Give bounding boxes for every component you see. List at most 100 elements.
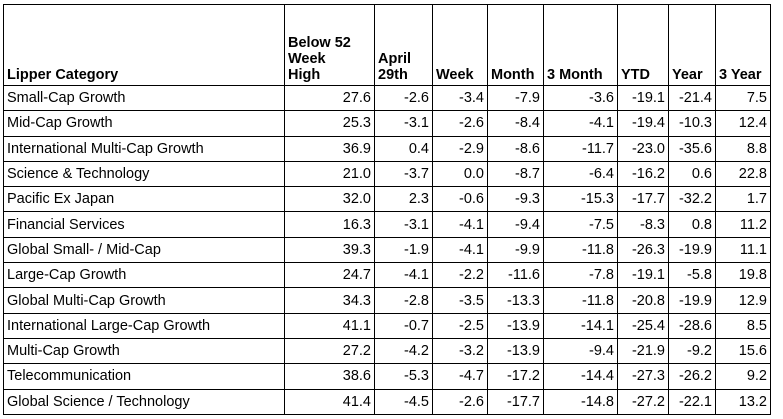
value-cell: -11.7: [543, 135, 618, 162]
value-cell: -2.8: [374, 287, 433, 314]
value-cell: -19.4: [617, 110, 669, 137]
value-cell: -26.3: [617, 236, 669, 264]
value-cell: -4.1: [374, 262, 433, 289]
value-cell: -3.4: [432, 84, 488, 112]
value-cell: -8.4: [487, 110, 544, 137]
value-cell: -28.6: [668, 312, 716, 339]
value-cell: -35.6: [668, 135, 716, 162]
value-cell: -2.6: [374, 84, 433, 112]
value-cell: -1.9: [374, 236, 433, 264]
value-cell: -4.1: [543, 110, 618, 137]
table-row: Science & Technology 21.0 -3.7 0.0 -8.7 -6.4-…: [3, 160, 771, 188]
value-cell: -4.1: [432, 211, 488, 238]
value-cell: 0.8: [668, 211, 716, 238]
fund-table: Lipper Category Below 52 Week High April 29th…: [3, 4, 771, 415]
value-cell: 25.3: [284, 110, 375, 137]
value-cell: 38.6: [284, 363, 375, 390]
header-line: April: [378, 51, 412, 67]
value-cell: 1.7: [715, 186, 771, 213]
value-cell: 32.0: [284, 186, 375, 213]
header-cell: Below 52 Week High: [284, 4, 375, 86]
value-cell: 12.9: [715, 287, 771, 314]
value-cell: 39.3: [284, 236, 375, 264]
value-cell: -27.3: [617, 363, 669, 390]
value-cell: -5.8: [668, 262, 716, 289]
header-line: Week: [288, 51, 326, 67]
value-cell: -26.2: [668, 363, 716, 390]
value-cell: 21.0: [284, 160, 375, 188]
table-row: Pacific Ex Japan 32.0 2.3 -0.6 -9.3 -15.3 -17.…: [3, 186, 771, 213]
value-cell: -19.9: [668, 287, 716, 314]
table-row: Large-Cap Growth 24.7 -4.1 -2.2 -11.6 -7.8 -19…: [3, 262, 771, 289]
table-row: Global Science / Technology 41.4 -4.5 -2.6-…: [3, 388, 771, 415]
category-cell: Pacific Ex Japan: [3, 186, 285, 213]
header-line: High: [288, 67, 321, 83]
value-cell: -19.1: [617, 84, 669, 112]
header-line: 29th: [378, 67, 408, 83]
value-cell: -13.9: [487, 337, 544, 365]
value-cell: -5.3: [374, 363, 433, 390]
value-cell: 0.6: [668, 160, 716, 188]
value-cell: -3.1: [374, 211, 433, 238]
value-cell: -25.4: [617, 312, 669, 339]
value-cell: -9.9: [487, 236, 544, 264]
header-cell: 3 Year: [715, 4, 771, 86]
value-cell: -21.4: [668, 84, 716, 112]
header-row: Lipper Category Below 52 Week High April 29th…: [3, 4, 771, 86]
value-cell: -14.8: [543, 388, 618, 415]
table-row: International Multi-Cap Growth 36.9 0.4 -2.…: [3, 135, 771, 162]
category-cell: Science & Technology: [3, 160, 285, 188]
category-cell: Telecommunication: [3, 363, 285, 390]
value-cell: -6.4: [543, 160, 618, 188]
category-cell: Global Small- / Mid-Cap: [3, 236, 285, 264]
value-cell: -3.2: [432, 337, 488, 365]
header-cell: Month: [487, 4, 544, 86]
table-body: Small-Cap Growth 27.6 -2.6 -3.4 -7.9 -3.6 -19.…: [3, 84, 771, 415]
category-cell: Mid-Cap Growth: [3, 110, 285, 137]
category-cell: Financial Services: [3, 211, 285, 238]
value-cell: 7.5: [715, 84, 771, 112]
value-cell: -23.0: [617, 135, 669, 162]
value-cell: 41.1: [284, 312, 375, 339]
category-cell: Global Multi-Cap Growth: [3, 287, 285, 314]
value-cell: -11.8: [543, 287, 618, 314]
value-cell: -4.5: [374, 388, 433, 415]
value-cell: -2.9: [432, 135, 488, 162]
table-row: Telecommunication 38.6 -5.3 -4.7 -17.2 -14.4-…: [3, 363, 771, 390]
value-cell: 11.2: [715, 211, 771, 238]
value-cell: -3.6: [543, 84, 618, 112]
category-cell: International Large-Cap Growth: [3, 312, 285, 339]
value-cell: -13.9: [487, 312, 544, 339]
value-cell: 11.1: [715, 236, 771, 264]
value-cell: -2.6: [432, 110, 488, 137]
value-cell: -2.5: [432, 312, 488, 339]
value-cell: -8.6: [487, 135, 544, 162]
value-cell: -11.6: [487, 262, 544, 289]
header-cell: YTD: [617, 4, 669, 86]
value-cell: -19.9: [668, 236, 716, 264]
table-row: Global Small- / Mid-Cap 39.3 -1.9 -4.1 -9.9 -…: [3, 236, 771, 264]
category-cell: Multi-Cap Growth: [3, 337, 285, 365]
value-cell: -27.2: [617, 388, 669, 415]
value-cell: -9.2: [668, 337, 716, 365]
value-cell: -0.7: [374, 312, 433, 339]
value-cell: -21.9: [617, 337, 669, 365]
value-cell: 24.7: [284, 262, 375, 289]
value-cell: -14.4: [543, 363, 618, 390]
value-cell: 12.4: [715, 110, 771, 137]
value-cell: -7.8: [543, 262, 618, 289]
value-cell: -22.1: [668, 388, 716, 415]
value-cell: -2.6: [432, 388, 488, 415]
header-cell: April 29th: [374, 4, 433, 86]
value-cell: 8.8: [715, 135, 771, 162]
value-cell: -4.2: [374, 337, 433, 365]
value-cell: 27.6: [284, 84, 375, 112]
category-cell: Large-Cap Growth: [3, 262, 285, 289]
value-cell: -32.2: [668, 186, 716, 213]
header-cell: Year: [668, 4, 716, 86]
category-cell: International Multi-Cap Growth: [3, 135, 285, 162]
value-cell: 36.9: [284, 135, 375, 162]
value-cell: -3.5: [432, 287, 488, 314]
value-cell: -4.1: [432, 236, 488, 264]
